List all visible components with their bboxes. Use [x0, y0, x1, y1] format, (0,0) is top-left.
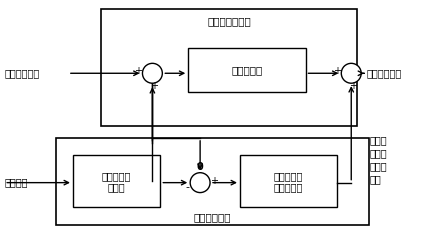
- Bar: [73, 155, 160, 207]
- Bar: [240, 155, 337, 207]
- Bar: [188, 48, 305, 92]
- Text: 降低电: 降低电: [369, 135, 387, 145]
- Text: 算单元: 算单元: [108, 183, 126, 193]
- Text: 比例积分器: 比例积分器: [231, 65, 263, 75]
- Text: 恒力矢控制部: 恒力矢控制部: [194, 212, 231, 222]
- Text: +: +: [349, 81, 357, 91]
- Text: 电压补偿指: 电压补偿指: [274, 171, 303, 181]
- Circle shape: [341, 63, 361, 83]
- Text: -: -: [185, 182, 189, 192]
- Circle shape: [142, 63, 162, 83]
- Text: 流脉动: 流脉动: [369, 148, 387, 158]
- Text: +: +: [210, 176, 218, 186]
- Bar: [56, 138, 369, 225]
- Text: 脉动电流计: 脉动电流计: [102, 171, 131, 181]
- Text: 0: 0: [197, 162, 203, 172]
- Text: 的电压: 的电压: [369, 161, 387, 171]
- Text: 电流矢量控制部: 电流矢量控制部: [207, 17, 251, 27]
- Text: 令生成单元: 令生成单元: [274, 183, 303, 193]
- Text: 指令: 指令: [369, 174, 381, 184]
- Text: +: +: [150, 81, 158, 91]
- Bar: [101, 9, 357, 126]
- Circle shape: [190, 173, 210, 193]
- Text: +: +: [333, 66, 341, 76]
- Text: +: +: [134, 66, 142, 76]
- Text: 电流控制指令: 电流控制指令: [4, 68, 39, 78]
- Text: 电压控制指令: 电压控制指令: [366, 68, 401, 78]
- Text: 电机电流: 电机电流: [4, 178, 28, 188]
